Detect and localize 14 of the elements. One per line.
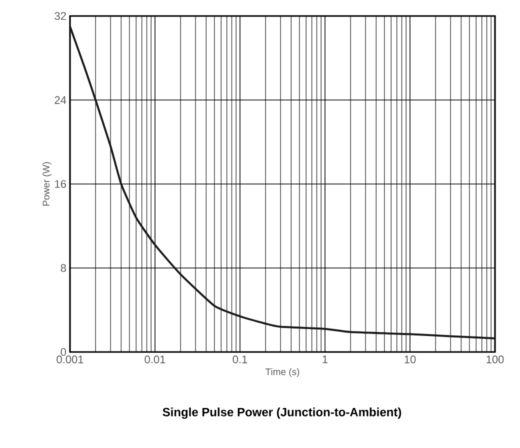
y-tick-label: 8 [60, 264, 66, 272]
x-tick-label: 0.1 [232, 356, 248, 364]
y-tick-label: 24 [54, 96, 66, 104]
x-tick-label: 1 [322, 356, 328, 364]
y-tick-label: 16 [55, 180, 66, 188]
text: Single Pulse Power (Junction-to-Ambient) [162, 408, 402, 419]
x-tick-label: 0.01 [144, 356, 166, 364]
x-tick-label: 10 [404, 356, 416, 364]
x-axis-title: Time (s) [265, 368, 300, 378]
y-axis-title: Power (W) [42, 162, 52, 206]
y-tick-label: 32 [54, 12, 66, 20]
y-tick-label: 0 [60, 348, 66, 356]
x-tick-label: 0.001 [56, 356, 84, 364]
x-tick-label: 100 [486, 356, 504, 364]
